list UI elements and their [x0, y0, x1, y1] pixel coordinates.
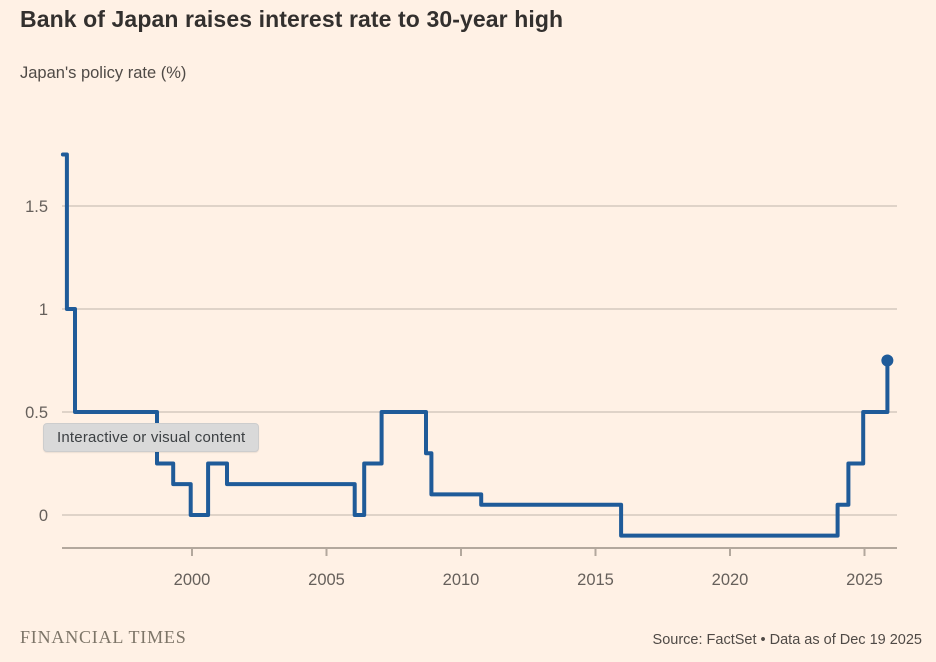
- y-axis-labels: 0 0.5 1 1.5: [25, 198, 48, 525]
- gridlines: [62, 205, 897, 516]
- x-tick-label: 2025: [846, 571, 883, 589]
- x-tick-label: 2020: [712, 571, 749, 589]
- x-tick-label: 2000: [174, 571, 211, 589]
- x-axis: [62, 547, 897, 556]
- policy-rate-step-line: [60, 152, 890, 538]
- chart-subtitle: Japan's policy rate (%): [20, 64, 187, 82]
- policy-rate-line: [60, 152, 894, 538]
- y-tick-label: 0.5: [25, 404, 48, 422]
- x-axis-labels: 2000 2005 2010 2015 2020 2025: [174, 571, 883, 589]
- x-tick-label: 2015: [577, 571, 614, 589]
- latest-value-dot: [881, 354, 894, 367]
- chart-title: Bank of Japan raises interest rate to 30…: [20, 6, 564, 32]
- y-tick-label: 1.5: [25, 198, 48, 216]
- y-tick-label: 0: [39, 507, 48, 525]
- x-tick-label: 2005: [308, 571, 345, 589]
- interactive-content-tooltip[interactable]: Interactive or visual content: [43, 423, 260, 452]
- tooltip-label: Interactive or visual content: [57, 429, 246, 446]
- y-tick-label: 1: [39, 301, 48, 319]
- source-note: Source: FactSet • Data as of Dec 19 2025: [652, 632, 922, 648]
- x-tick-label: 2010: [443, 571, 480, 589]
- financial-times-logo: FINANCIAL TIMES: [20, 627, 187, 647]
